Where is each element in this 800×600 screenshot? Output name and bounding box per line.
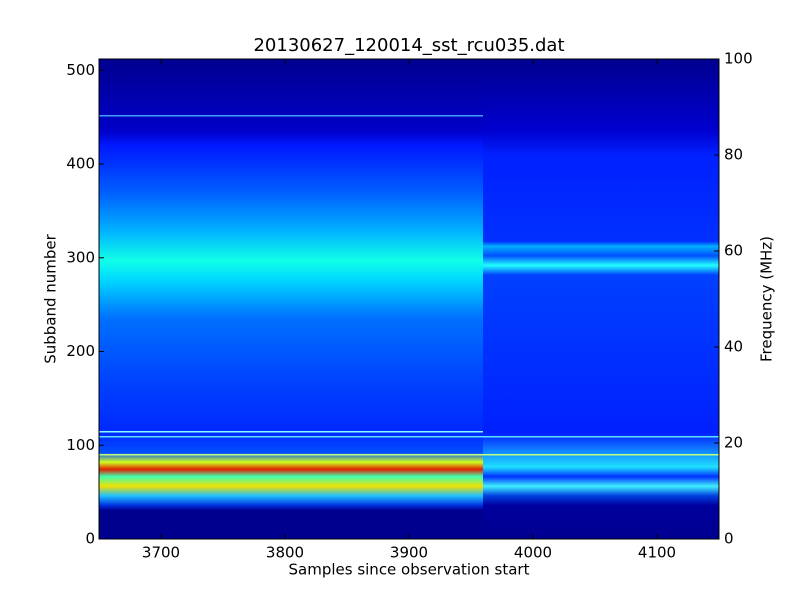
x-tick-label: 3900 — [390, 544, 428, 562]
y-tick-label: 100 — [66, 436, 95, 454]
rfi-line — [99, 454, 719, 456]
y2-tick-label: 40 — [724, 338, 743, 356]
rfi-line — [99, 431, 483, 433]
y2-axis-label: Frequency (MHz) — [758, 236, 776, 362]
y2-tick-label: 100 — [724, 50, 753, 68]
y-tick-label: 300 — [66, 248, 95, 266]
y-tick-label: 400 — [66, 155, 95, 173]
y-tick-label: 200 — [66, 342, 95, 360]
y-axis-label: Subband number — [42, 233, 60, 363]
rfi-line — [99, 115, 483, 117]
x-tick-label: 4100 — [638, 544, 676, 562]
heatmap-right — [483, 59, 719, 539]
x-tick-label: 4000 — [514, 544, 552, 562]
chart-title: 20130627_120014_sst_rcu035.dat — [253, 35, 564, 56]
rfi-line — [99, 436, 719, 438]
y2-tick-label: 0 — [724, 530, 734, 548]
y2-tick-label: 20 — [724, 434, 743, 452]
y2-tick-label: 60 — [724, 242, 743, 260]
heatmap-left — [99, 59, 483, 539]
x-axis-label: Samples since observation start — [289, 561, 530, 579]
y2-tick-label: 80 — [724, 146, 743, 164]
x-tick-label: 3700 — [142, 544, 180, 562]
x-tick-label: 3800 — [266, 544, 304, 562]
y-tick-label: 0 — [85, 530, 95, 548]
y-tick-label: 500 — [66, 61, 95, 79]
